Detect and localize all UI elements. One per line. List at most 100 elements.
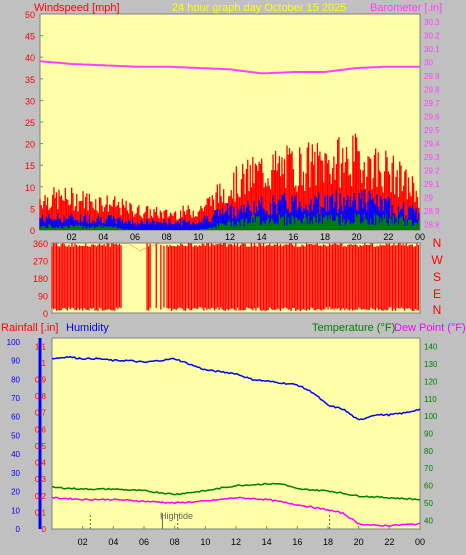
wind-x-tick: 02 [67, 232, 77, 242]
dewpoint-label: Dew Point (°F) [394, 322, 466, 334]
wind-x-tick: 20 [352, 232, 362, 242]
rain-y-tick: 0.3 [35, 475, 47, 484]
graph-title: 24 hour graph day October 15 2025 [172, 2, 346, 14]
rain-y-tick: 0.9 [35, 376, 47, 385]
windspeed-label: Windspeed [mph] [34, 2, 120, 14]
temperature-y-tick: 80 [424, 447, 433, 456]
humidity-y-tick: 100 [7, 338, 21, 347]
baro-y-tick: 29.7 [424, 99, 440, 108]
baro-y-tick: 29.8 [424, 85, 440, 94]
rain-y-tick: 0.2 [35, 492, 47, 501]
baro-y-tick: 30.3 [424, 18, 440, 27]
temperature-y-tick: 50 [424, 499, 433, 508]
baro-y-tick: 29.2 [424, 166, 440, 175]
temperature-y-tick: 130 [424, 360, 438, 369]
wind-y-tick: 45 [25, 32, 35, 42]
humidity-y-tick: 0 [16, 525, 21, 534]
wind-x-tick: 16 [288, 232, 298, 242]
wind-y-tick: 15 [25, 161, 35, 171]
humidity-label: Humidity [66, 322, 109, 334]
rain-y-tick: 0.1 [35, 508, 47, 517]
temperature-y-tick: 120 [424, 377, 438, 386]
humidity-y-tick: 40 [11, 450, 20, 459]
baro-y-tick: 29.1 [424, 180, 440, 189]
baro-y-tick: 30.1 [424, 45, 440, 54]
wind-y-tick: 5 [30, 204, 35, 214]
climate-x-tick: 20 [354, 537, 364, 547]
wind-y-tick: 10 [25, 183, 35, 193]
rain-y-tick: 0.6 [35, 425, 47, 434]
wind-x-tick: 18 [320, 232, 330, 242]
temperature-line [51, 482, 421, 501]
climate-x-tick: 02 [78, 537, 88, 547]
rain-y-tick: 0.7 [35, 409, 47, 418]
baro-y-tick: 29.9 [424, 72, 440, 81]
rain-y-tick: 0.5 [35, 442, 47, 451]
temperature-y-tick: 60 [424, 482, 433, 491]
temperature-y-tick: 70 [424, 464, 433, 473]
climate-x-tick: 16 [292, 537, 302, 547]
climate-x-tick: 18 [323, 537, 333, 547]
wind-direction-series [51, 243, 420, 312]
baro-y-tick: 30 [424, 58, 433, 67]
climate-x-tick: 00 [415, 537, 425, 547]
climate-x-tick: 08 [170, 537, 180, 547]
wind-y-tick: 35 [25, 75, 35, 85]
baro-y-tick: 29.3 [424, 153, 440, 162]
humidity-line [51, 355, 421, 421]
baro-y-tick: 29.6 [424, 112, 440, 121]
wind-x-tick: 22 [383, 232, 393, 242]
direction-y-tick: 0 [43, 309, 48, 319]
humidity-y-tick: 60 [11, 413, 20, 422]
barometer-label: Barometer [.in] [370, 2, 442, 14]
temperature-y-tick: 110 [424, 395, 437, 404]
humidity-y-tick: 30 [11, 469, 20, 478]
baro-y-tick: 29 [424, 193, 433, 202]
wind-x-tick: 14 [257, 232, 267, 242]
wind-x-tick: 10 [193, 232, 203, 242]
wind-x-tick: 08 [162, 232, 172, 242]
rain-y-tick: 0.8 [35, 392, 47, 401]
baro-y-tick: 28.8 [424, 220, 440, 229]
direction-y-tick: 270 [33, 257, 48, 267]
temperature-y-tick: 100 [424, 412, 438, 421]
temperature-y-tick: 90 [424, 430, 433, 439]
humidity-y-tick: 70 [11, 394, 20, 403]
climate-plot-area [51, 337, 421, 530]
temperature-y-tick: 140 [424, 343, 438, 352]
dewpoint-line [51, 496, 421, 527]
climate-x-tick: 22 [384, 537, 394, 547]
barometer-line [39, 60, 420, 75]
hightide-label: Hightide [160, 511, 193, 521]
rain-y-tick: 0.4 [35, 459, 47, 468]
wind-y-tick: 20 [25, 140, 35, 150]
wind-x-tick: 00 [415, 232, 425, 242]
humidity-y-tick: 90 [11, 357, 20, 366]
baro-y-tick: 28.9 [424, 207, 440, 216]
baro-y-tick: 30.2 [424, 31, 440, 40]
wind-x-tick: 12 [225, 232, 235, 242]
direction-y-tick: 360 [33, 239, 48, 249]
climate-x-tick: 04 [108, 537, 118, 547]
rain-y-tick: 0 [42, 525, 47, 534]
wind-x-tick: 04 [98, 232, 108, 242]
wind-y-tick: 50 [25, 10, 35, 20]
wind-minimum-series [39, 213, 420, 230]
compass-w: W [431, 253, 443, 267]
humidity-y-tick: 20 [11, 488, 20, 497]
wind-x-tick: 06 [130, 232, 140, 242]
direction-y-tick: 90 [38, 292, 48, 302]
rain-y-tick: 1.1 [35, 342, 47, 351]
baro-y-tick: 29.4 [424, 139, 440, 148]
climate-x-tick: 14 [262, 537, 272, 547]
wind-y-tick: 30 [25, 96, 35, 106]
compass-s: S [433, 270, 441, 284]
humidity-y-tick: 50 [11, 431, 20, 440]
compass-n-top: N [433, 236, 442, 250]
climate-x-tick: 12 [231, 537, 241, 547]
rainfall-label: Rainfall [.in] [1, 322, 58, 334]
rain-y-tick: 1 [42, 359, 47, 368]
baro-y-tick: 29.5 [424, 126, 440, 135]
direction-y-tick: 180 [33, 274, 48, 284]
